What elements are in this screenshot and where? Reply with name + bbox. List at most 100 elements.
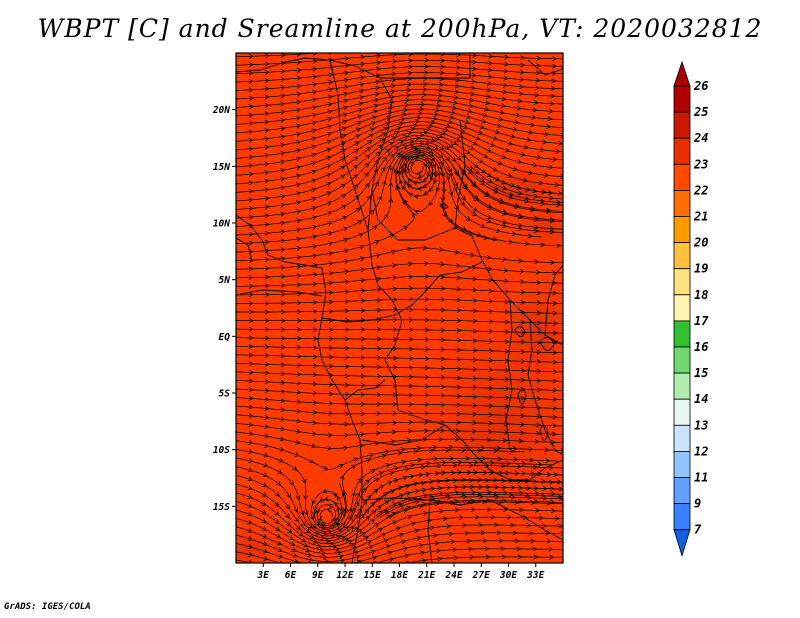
streamline-arrow [517,98,523,104]
streamline-arrow [536,349,542,355]
streamline-arrow [536,320,542,326]
streamline-arrow [264,257,270,263]
streamline-arrow [280,85,286,91]
streamline-arrow [248,387,254,393]
streamline-arrow [287,528,293,534]
streamline-arrow [280,380,286,386]
streamline-arrow [423,156,429,162]
streamline-arrow [472,59,478,65]
streamline [361,480,563,518]
streamline-arrow [301,478,307,485]
streamline [236,108,563,151]
streamline-arrow [552,349,558,356]
streamline-arrow [315,509,321,515]
streamline-arrow [513,456,519,462]
streamline-arrow [280,344,286,350]
streamline [236,145,563,244]
streamline-arrow [400,155,406,161]
streamline-arrow [236,328,238,331]
streamline-arrow [366,147,372,152]
streamline-arrow [445,175,451,181]
streamline-arrow [392,58,398,64]
streamline-arrow [579,502,583,506]
streamline-arrow [312,354,318,360]
streamline-arrow [236,508,238,511]
streamline [355,471,563,518]
streamline-arrow [502,185,508,191]
streamline-arrow [472,411,478,417]
streamline-arrow [248,369,254,375]
streamline-arrow [296,525,302,531]
streamline-arrow [338,463,344,469]
streamline-arrow [359,81,365,87]
streamline-arrow [473,469,479,475]
streamline-arrow [444,145,450,150]
streamline-arrow [456,318,462,324]
streamline-arrow [408,383,414,389]
streamline-arrow [409,126,416,132]
streamline-arrow [236,131,238,134]
streamline-arrow [279,560,283,563]
streamline-arrow [392,383,398,389]
streamline-arrow [360,373,366,379]
streamline-arrow [247,552,254,557]
streamline-arrow [409,473,415,479]
streamline-arrow [376,392,382,398]
streamline-arrow [470,252,476,258]
streamline-arrow [406,246,413,252]
streamline-arrow [406,505,412,511]
colorbar-label: 26 [693,79,708,93]
streamline-arrow [471,182,477,188]
streamline-arrow [312,345,318,351]
streamline-arrow [397,502,403,508]
streamline-arrow [342,112,348,118]
streamline-arrow [391,71,397,77]
streamline-arrow [296,236,302,242]
streamline-arrow [342,215,348,221]
streamline-arrow [236,474,238,477]
streamline-arrow [433,111,439,117]
streamline-arrow [296,282,302,288]
streamline-arrow [504,299,510,305]
streamline-arrow [471,428,477,434]
streamline-arrow [296,273,302,279]
streamline-arrow [568,79,572,83]
streamline-arrow [248,318,254,324]
streamline-arrow [312,318,318,324]
streamline [236,556,563,563]
streamline-arrow [280,142,286,148]
streamline-arrow [549,101,555,107]
streamline-arrow [339,474,345,481]
streamline-arrow [344,354,350,360]
streamline-arrow [311,152,317,158]
streamline-arrow [525,478,531,484]
streamline-arrow [425,126,431,132]
streamline-arrow [540,198,546,204]
streamline [236,137,563,219]
streamline-arrow [248,413,254,419]
streamline-arrow [236,72,238,75]
streamline-arrow [574,142,578,146]
streamline-arrow [424,337,430,343]
streamline-arrow [478,522,484,528]
streamline-arrow [564,192,568,196]
streamline-arrow [439,428,445,434]
streamline-arrow [380,533,387,538]
streamline-arrow [520,358,526,364]
streamline-arrow [434,540,440,546]
streamline-arrow [264,564,268,568]
streamline-arrow [376,336,382,342]
streamline-arrow [275,533,282,539]
streamline-arrow [408,317,414,323]
streamline-arrow [486,87,492,93]
streamline-arrow [264,405,270,411]
streamline-arrow [435,186,441,193]
streamline-arrow [236,234,238,237]
streamline-arrow [471,489,476,495]
streamline-arrow [498,538,504,544]
streamline-arrow [401,156,407,162]
streamline-arrow [524,195,530,201]
streamline-arrow [248,378,254,384]
grads-credit: GrADS: IGES/COLA [4,602,91,612]
streamline-arrow [456,337,462,343]
